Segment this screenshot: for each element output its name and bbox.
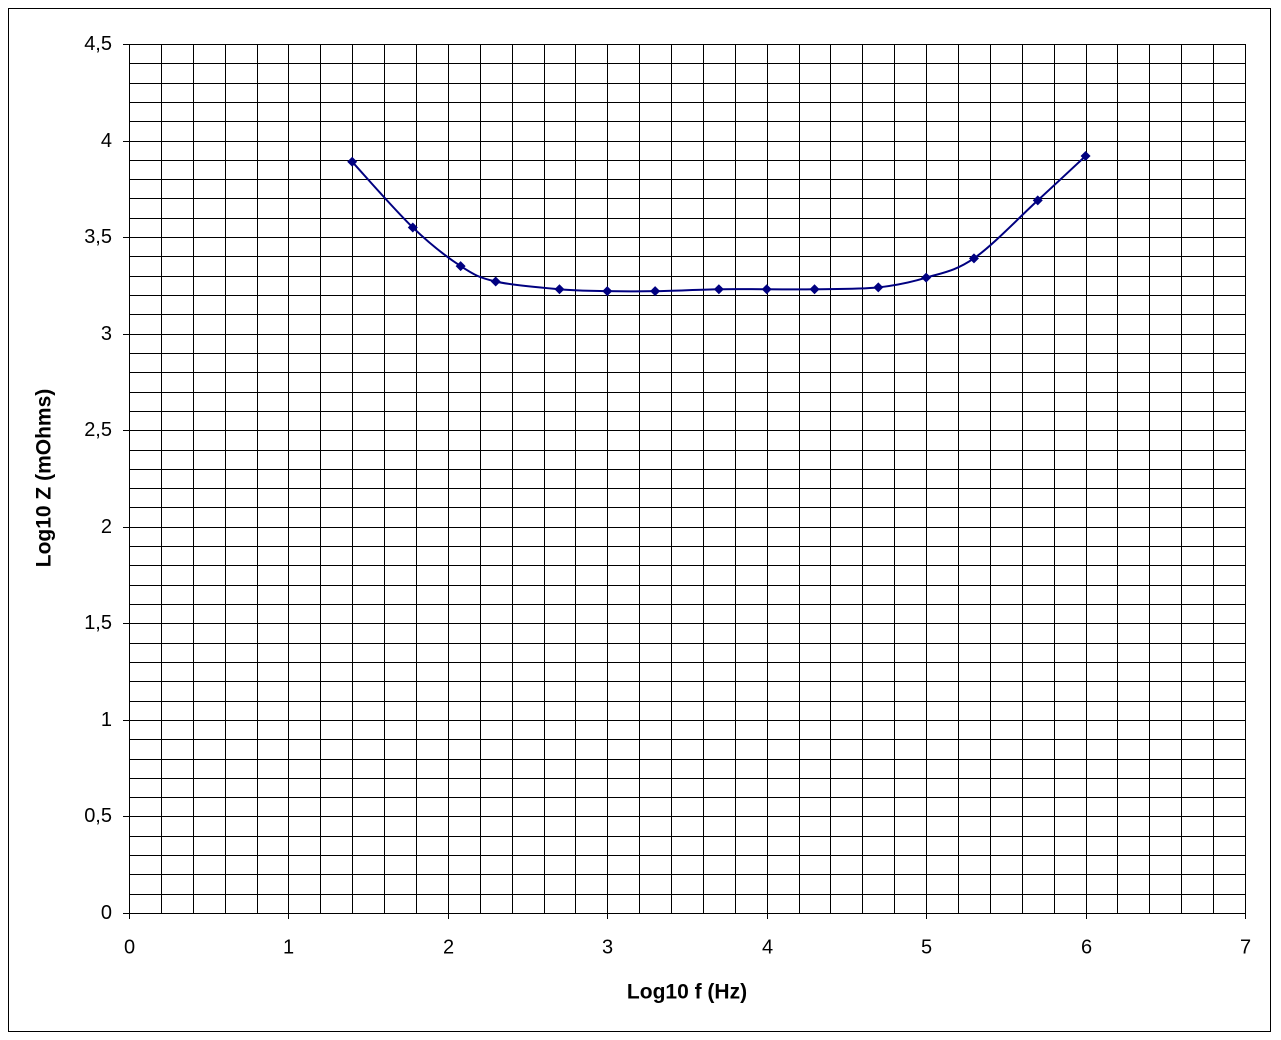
x-axis-title: Log10 f (Hz) xyxy=(627,981,747,1004)
x-tick-label: 5 xyxy=(921,936,932,958)
data-point xyxy=(1032,195,1043,206)
data-point xyxy=(921,272,932,283)
x-tick-label: 0 xyxy=(124,936,135,958)
data-point xyxy=(347,156,358,167)
data-point xyxy=(809,284,820,295)
y-tick-label: 4 xyxy=(101,130,112,152)
y-tick-label: 2,5 xyxy=(84,419,112,441)
data-point xyxy=(455,261,466,272)
x-tick-label: 1 xyxy=(283,936,294,958)
x-tick-label: 2 xyxy=(443,936,454,958)
data-point xyxy=(407,222,418,233)
data-point xyxy=(602,286,613,297)
x-tick-label: 7 xyxy=(1240,936,1251,958)
data-point xyxy=(650,286,661,297)
y-tick-label: 3,5 xyxy=(84,226,112,248)
y-tick-label: 2 xyxy=(101,516,112,538)
data-point xyxy=(761,284,772,295)
y-tick-label: 1,5 xyxy=(84,612,112,634)
plot xyxy=(347,151,1091,297)
data-point xyxy=(490,276,501,287)
x-tick-label: 6 xyxy=(1081,936,1092,958)
data-point xyxy=(554,284,565,295)
y-tick-label: 3 xyxy=(101,323,112,345)
x-tick-label: 3 xyxy=(602,936,613,958)
y-tick-label: 1 xyxy=(101,709,112,731)
x-tick-label: 4 xyxy=(762,936,773,958)
y-axis-title: Log10 Z (mOhms) xyxy=(33,389,56,568)
y-tick-label: 0 xyxy=(101,902,112,924)
data-point xyxy=(713,284,724,295)
y-tick-label: 4,5 xyxy=(84,33,112,55)
data-point xyxy=(873,282,884,293)
y-tick-label: 0,5 xyxy=(84,805,112,827)
data-point xyxy=(1080,151,1091,162)
data-point xyxy=(968,253,979,264)
axes: 0 1 2 3 4 5 6 7 0 0,5 1 1,5 2 2,5 3 3,5 4 4,5 xyxy=(84,33,1251,959)
